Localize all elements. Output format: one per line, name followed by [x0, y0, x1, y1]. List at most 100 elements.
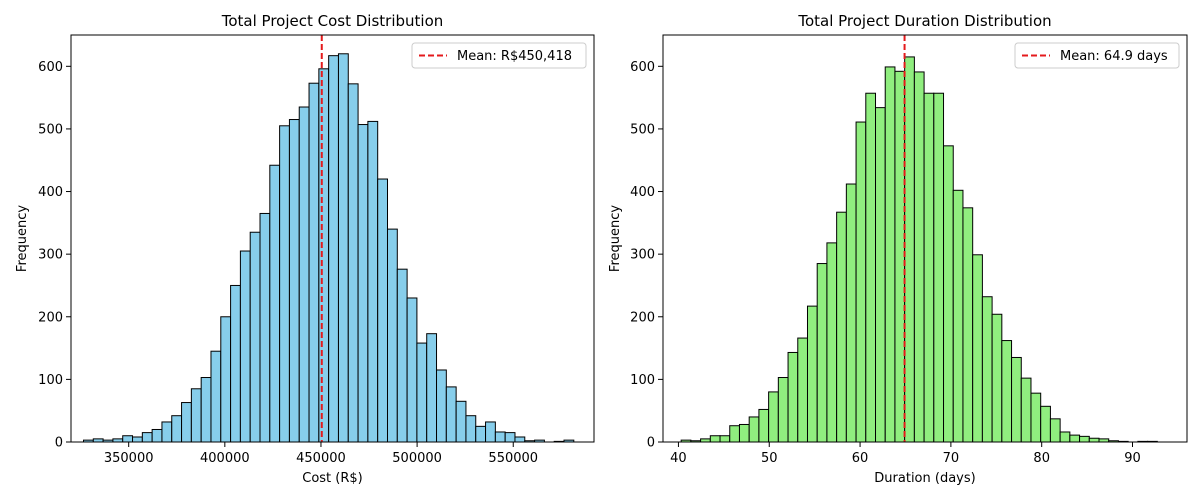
- histogram-bar: [239, 250, 251, 443]
- histogram-bar: [816, 263, 828, 443]
- histogram-bar: [220, 316, 232, 443]
- histogram-bar: [249, 231, 261, 443]
- histogram-bar: [475, 425, 487, 443]
- y-tick-label: 600: [630, 60, 655, 75]
- x-tick-label: 550000: [488, 451, 538, 466]
- y-tick-label: 600: [38, 60, 63, 75]
- histogram-bar: [445, 386, 457, 443]
- histogram-bar: [396, 268, 408, 443]
- histogram-bar: [738, 423, 750, 443]
- y-tick-label: 100: [38, 373, 63, 388]
- histogram-bar: [200, 377, 212, 443]
- histogram-bar: [758, 408, 770, 443]
- histogram-bar: [748, 416, 760, 443]
- histogram-bar: [933, 92, 945, 443]
- histogram-bar: [171, 415, 183, 443]
- histogram-bar: [132, 436, 143, 443]
- histogram-bar: [494, 431, 506, 443]
- histogram-bar: [288, 119, 300, 443]
- histogram-bar: [1040, 405, 1051, 443]
- chart-2: 40 50 60 70 80 90 0 100 200 300 400 500 600 Total Pro…: [608, 12, 1188, 486]
- histogram-bar: [1059, 431, 1071, 443]
- histogram-bar: [865, 92, 877, 443]
- histogram-bar: [357, 124, 369, 443]
- histogram-bar: [151, 428, 163, 443]
- histogram-bar: [826, 242, 838, 443]
- histogram-bar: [279, 125, 290, 443]
- histogram-bar: [122, 435, 134, 443]
- histogram-bar: [416, 342, 428, 443]
- plot-frame: [662, 34, 1188, 443]
- histogram-bar: [962, 207, 974, 443]
- y-tick-label: 300: [38, 248, 63, 263]
- x-tick-label: 60: [852, 451, 869, 466]
- histogram-bar: [1088, 437, 1100, 443]
- x-tick-label: 500000: [392, 451, 442, 466]
- histogram-bar: [1020, 377, 1032, 443]
- chart-title: Total Project Cost Distribution: [221, 12, 444, 30]
- histogram-bar: [845, 183, 857, 443]
- chart-1: 350000 400000 450000 500000 550000 0 100 200 300…: [15, 12, 595, 486]
- histogram-bar: [1030, 392, 1042, 443]
- histogram-bar: [485, 421, 496, 443]
- histogram-bar: [1049, 418, 1061, 443]
- histogram-bar: [190, 388, 202, 443]
- histogram-bar: [836, 211, 847, 443]
- histogram-bar: [1079, 435, 1090, 443]
- y-tick-label: 200: [38, 310, 63, 325]
- legend-box: [411, 42, 587, 69]
- histogram-bar: [514, 436, 526, 443]
- histogram-bar: [981, 296, 993, 443]
- histogram-bar: [884, 66, 896, 443]
- histogram-bar: [259, 212, 271, 443]
- x-axis-label: Cost (R$): [302, 471, 362, 486]
- x-tick-label: 90: [1124, 451, 1141, 466]
- histogram-bar: [406, 297, 418, 443]
- histogram-bar: [328, 55, 339, 443]
- histogram-bar: [337, 53, 349, 443]
- y-tick-label: 500: [630, 122, 655, 137]
- histogram-bar: [161, 421, 173, 443]
- histogram-bar: [894, 70, 906, 443]
- histogram-bar: [308, 82, 320, 443]
- histogram-bar: [855, 121, 867, 443]
- x-tick-label: 80: [1033, 451, 1050, 466]
- histogram-bar: [904, 56, 915, 443]
- chart-title: Total Project Duration Distribution: [797, 12, 1051, 30]
- histogram-bar: [377, 178, 389, 443]
- histogram-bar: [943, 145, 954, 443]
- legend-label: Mean: R$450,418: [457, 49, 572, 64]
- histogram-bar: [972, 254, 983, 443]
- histogram-bars: [680, 56, 1158, 443]
- histogram-bar: [367, 120, 379, 443]
- histogram-bar: [436, 369, 447, 443]
- histogram-bar: [318, 68, 330, 443]
- histogram-bar: [952, 189, 964, 443]
- histogram-bar: [298, 106, 310, 443]
- x-tick-label: 450000: [296, 451, 346, 466]
- histogram-bar: [797, 337, 808, 443]
- histogram-bar: [347, 83, 359, 443]
- x-tick-label: 350000: [104, 451, 154, 466]
- histogram-bar: [1011, 356, 1022, 443]
- histogram-bar: [1001, 340, 1013, 443]
- y-tick-label: 0: [55, 436, 63, 451]
- legend: Mean: R$450,418: [411, 42, 587, 69]
- histogram-bar: [991, 313, 1003, 443]
- histogram-bar: [386, 228, 398, 443]
- histogram-bar: [269, 164, 281, 443]
- histogram-bar: [210, 350, 222, 443]
- y-tick-label: 300: [630, 248, 655, 263]
- histogram-bar: [875, 107, 886, 443]
- histogram-bar: [455, 400, 467, 443]
- legend-box: [1014, 42, 1180, 69]
- y-axis-label: Frequency: [15, 205, 30, 272]
- legend-label: Mean: 64.9 days: [1060, 49, 1168, 64]
- histogram-bar: [768, 391, 779, 443]
- histogram-bar: [504, 432, 516, 443]
- x-axis-label: Duration (days): [874, 471, 975, 486]
- x-tick-label: 400000: [200, 451, 250, 466]
- histogram-bar: [230, 284, 241, 443]
